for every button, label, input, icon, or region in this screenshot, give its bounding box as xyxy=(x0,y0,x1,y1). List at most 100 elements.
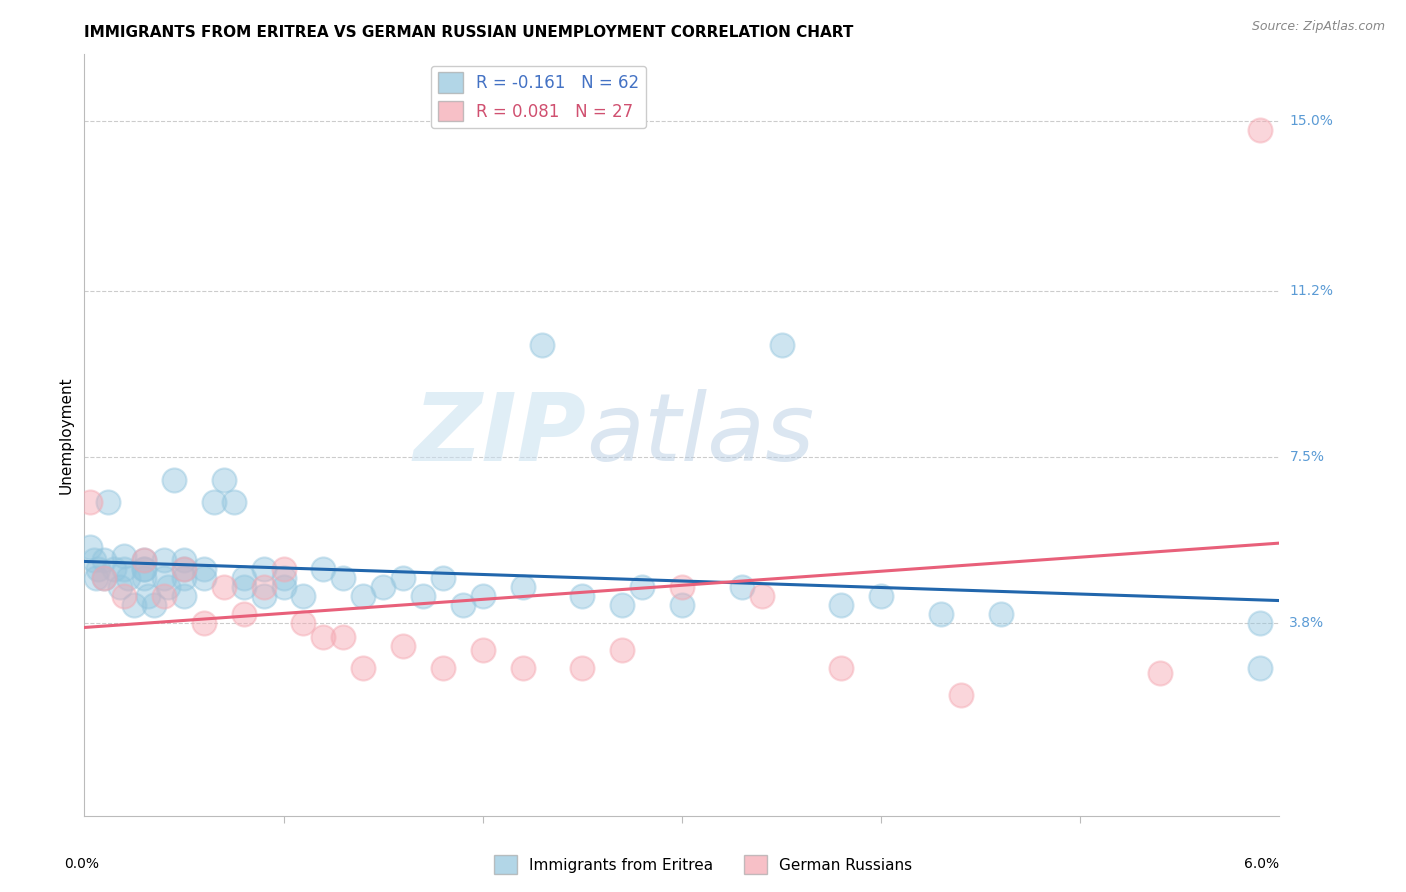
Point xyxy=(451,599,474,613)
Point xyxy=(1249,616,1271,631)
Point xyxy=(153,590,176,604)
Point xyxy=(830,661,852,675)
Point xyxy=(132,553,156,567)
Point xyxy=(273,562,295,576)
Point xyxy=(432,571,454,585)
Point xyxy=(132,562,156,576)
Point xyxy=(136,590,159,604)
Point xyxy=(292,616,315,631)
Text: 15.0%: 15.0% xyxy=(1289,114,1333,128)
Point xyxy=(193,616,215,631)
Point xyxy=(751,590,773,604)
Point xyxy=(232,607,254,622)
Legend: R = -0.161   N = 62, R = 0.081   N = 27: R = -0.161 N = 62, R = 0.081 N = 27 xyxy=(432,66,645,128)
Text: Source: ZipAtlas.com: Source: ZipAtlas.com xyxy=(1251,20,1385,33)
Point xyxy=(193,562,215,576)
Text: 11.2%: 11.2% xyxy=(1289,285,1333,298)
Point xyxy=(132,553,156,567)
Point xyxy=(512,661,534,675)
Point xyxy=(132,571,156,585)
Point xyxy=(571,590,593,604)
Point xyxy=(412,590,434,604)
Point xyxy=(352,590,374,604)
Point xyxy=(471,643,494,657)
Point xyxy=(949,688,972,702)
Point xyxy=(173,562,195,576)
Point xyxy=(79,495,101,509)
Point xyxy=(117,571,139,585)
Point xyxy=(93,571,115,585)
Point xyxy=(731,581,754,595)
Point xyxy=(173,553,195,567)
Point xyxy=(163,473,186,487)
Point xyxy=(202,495,225,509)
Point xyxy=(253,581,276,595)
Point xyxy=(232,571,254,585)
Point xyxy=(79,540,101,554)
Point xyxy=(571,661,593,675)
Point xyxy=(87,562,110,576)
Text: 3.8%: 3.8% xyxy=(1289,616,1324,631)
Text: 6.0%: 6.0% xyxy=(1244,856,1279,871)
Point xyxy=(1249,123,1271,137)
Point xyxy=(929,607,952,622)
Text: 0.0%: 0.0% xyxy=(65,856,100,871)
Point xyxy=(631,581,654,595)
Point xyxy=(253,562,276,576)
Point xyxy=(870,590,893,604)
Point xyxy=(222,495,245,509)
Point xyxy=(770,338,793,352)
Point xyxy=(212,473,235,487)
Text: ZIP: ZIP xyxy=(413,389,586,481)
Point xyxy=(193,571,215,585)
Point xyxy=(292,590,315,604)
Text: 7.5%: 7.5% xyxy=(1289,450,1324,464)
Point xyxy=(112,549,135,563)
Point xyxy=(173,590,195,604)
Point xyxy=(830,599,852,613)
Point xyxy=(153,553,176,567)
Point xyxy=(312,630,335,644)
Point xyxy=(612,599,634,613)
Point xyxy=(273,581,295,595)
Point xyxy=(512,581,534,595)
Point xyxy=(531,338,554,352)
Point xyxy=(212,581,235,595)
Point xyxy=(432,661,454,675)
Point xyxy=(153,571,176,585)
Point xyxy=(332,630,354,644)
Point xyxy=(253,590,276,604)
Point xyxy=(132,562,156,576)
Text: IMMIGRANTS FROM ERITREA VS GERMAN RUSSIAN UNEMPLOYMENT CORRELATION CHART: IMMIGRANTS FROM ERITREA VS GERMAN RUSSIA… xyxy=(84,25,853,40)
Point xyxy=(392,571,415,585)
Point xyxy=(352,661,374,675)
Point xyxy=(232,581,254,595)
Point xyxy=(103,562,125,576)
Point xyxy=(110,581,132,595)
Point xyxy=(671,581,693,595)
Point xyxy=(112,562,135,576)
Point xyxy=(312,562,335,576)
Point xyxy=(990,607,1012,622)
Point xyxy=(143,599,166,613)
Point xyxy=(471,590,494,604)
Point xyxy=(122,599,145,613)
Point xyxy=(86,571,108,585)
Point xyxy=(612,643,634,657)
Point xyxy=(671,599,693,613)
Legend: Immigrants from Eritrea, German Russians: Immigrants from Eritrea, German Russians xyxy=(488,849,918,880)
Point xyxy=(332,571,354,585)
Point xyxy=(93,571,115,585)
Y-axis label: Unemployment: Unemployment xyxy=(58,376,73,493)
Point xyxy=(392,639,415,653)
Point xyxy=(93,553,115,567)
Point xyxy=(83,553,105,567)
Point xyxy=(273,571,295,585)
Point xyxy=(157,581,180,595)
Point xyxy=(112,590,135,604)
Point xyxy=(1249,661,1271,675)
Text: atlas: atlas xyxy=(586,389,814,481)
Point xyxy=(97,495,120,509)
Point xyxy=(1149,665,1171,680)
Point xyxy=(373,581,395,595)
